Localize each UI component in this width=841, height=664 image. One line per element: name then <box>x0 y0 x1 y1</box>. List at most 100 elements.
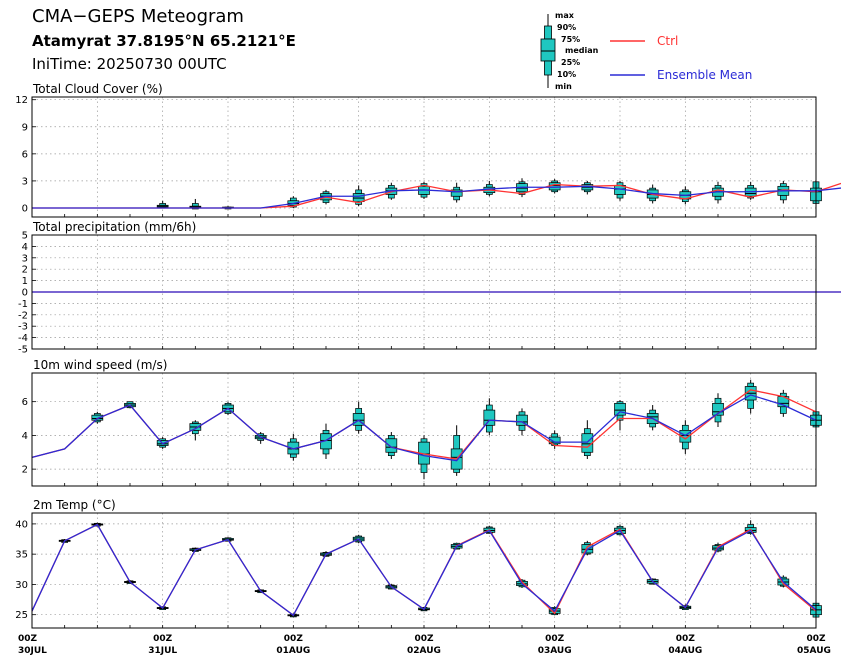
ytick-label: 6 <box>22 397 28 408</box>
box-wind <box>91 411 104 424</box>
ytick-label: 0 <box>22 288 28 299</box>
panel-frame <box>31 234 817 350</box>
box-p75-p90 <box>747 382 755 387</box>
ytick-label: 1 <box>22 276 28 287</box>
meteogram-title: CMA−GEPS Meteogram <box>32 6 244 27</box>
box-iqr <box>548 436 561 445</box>
box-wind <box>614 399 626 431</box>
panel-frame <box>31 372 817 487</box>
ytick-label: -4 <box>18 333 28 344</box>
box-p10-p25 <box>420 194 428 198</box>
xtick-hour-label: 00Z <box>414 634 434 644</box>
ytick-label: 2 <box>22 465 28 476</box>
xtick-date-label: 02AUG <box>407 646 441 656</box>
box-wind <box>352 401 365 434</box>
ytick-label: -2 <box>18 310 28 321</box>
ytick-label: 4 <box>22 431 28 442</box>
box-p10-p25 <box>681 441 689 450</box>
box-wind <box>385 432 398 460</box>
box-p10-p25 <box>779 194 787 201</box>
ytick-label: 30 <box>15 580 28 591</box>
box-p75-p90 <box>747 524 755 528</box>
ytick-label: 3 <box>22 253 28 264</box>
box-p10-p25 <box>191 429 199 435</box>
box-p10-p25 <box>355 424 363 431</box>
box-cloud <box>450 182 463 203</box>
box-p75-p90 <box>485 184 493 188</box>
location-label: Atamyrat 37.8195°N 65.2121°E <box>32 32 296 50</box>
box-p10-p25 <box>616 414 624 421</box>
box-iqr <box>352 413 365 426</box>
box-p75-p90 <box>485 404 493 411</box>
box-p75-p90 <box>355 408 363 414</box>
box-wind <box>679 420 692 454</box>
ytick-label: 12 <box>15 95 28 106</box>
ytick-label: -1 <box>18 299 28 310</box>
box-p75-p90 <box>779 183 787 187</box>
panel-title-temp: 2m Temp (°C) <box>33 498 116 512</box>
box-wind <box>418 435 430 480</box>
box-iqr <box>91 414 104 421</box>
box-cloud <box>614 180 626 201</box>
box-p75-p90 <box>747 185 755 189</box>
mean-line-wind <box>31 394 817 462</box>
box-p10-p25 <box>322 199 330 203</box>
panel-frame <box>31 96 817 218</box>
xtick-hour-label: 00Z <box>545 634 565 644</box>
panel-temp: 2m Temp (°C) 25 30 35 40 <box>15 498 822 629</box>
box-p10-p25 <box>649 423 657 428</box>
box-iqr <box>483 409 496 426</box>
legend-median-label: median <box>565 46 599 55</box>
legend: max 90% 75% median 25% 10% min Ctrl Ense… <box>540 11 752 91</box>
legend-ctrl-label: Ctrl <box>657 34 678 48</box>
box-p75-p90 <box>583 428 591 435</box>
box-p10-p25 <box>616 194 624 199</box>
ytick-label: -3 <box>18 322 28 333</box>
box-p10-p25 <box>518 424 526 431</box>
panel-title-cloud: Total Cloud Cover (%) <box>32 82 163 96</box>
ytick-label: 6 <box>22 149 28 160</box>
box-p75-p90 <box>714 185 722 189</box>
mean-line-cloud <box>32 185 841 209</box>
box-cloud <box>156 200 169 209</box>
box-p10-p25 <box>322 448 330 455</box>
legend-max-label: max <box>555 11 575 20</box>
init-time-label: IniTime: 20250730 00UTC <box>32 55 227 73</box>
xtick-date-label: 31JUL <box>148 646 177 656</box>
xtick-date-label: 03AUG <box>538 646 572 656</box>
xtick-date-label: 01AUG <box>276 646 310 656</box>
box-wind <box>581 420 594 460</box>
box-p10-p25 <box>583 451 591 456</box>
box-p10-p25 <box>289 453 297 458</box>
panel-frame <box>31 512 817 629</box>
panel-title-wind: 10m wind speed (m/s) <box>33 358 167 372</box>
box-wind <box>483 398 496 436</box>
box-p10-p25 <box>779 406 787 414</box>
box-p75-p90 <box>714 397 722 404</box>
box-wind <box>744 379 757 414</box>
ytick-label: 5 <box>22 231 28 242</box>
box-p75-p90 <box>420 438 428 443</box>
box-cloud <box>548 179 561 194</box>
ytick-label: 40 <box>15 519 28 530</box>
xtick-hour-label: 00Z <box>18 634 38 644</box>
box-iqr <box>614 403 626 416</box>
box-iqr <box>548 182 561 191</box>
xtick-date-label: 30JUL <box>18 646 47 656</box>
box-p10-p25 <box>714 195 722 201</box>
panel-precip: Total precipitation (mm/6h) -5-4-3-2-1012… <box>18 220 841 356</box>
legend-p90-label: 90% <box>557 23 576 32</box>
box-p75-p90 <box>322 429 330 435</box>
ytick-label: 4 <box>22 242 28 253</box>
box-p75-p90 <box>387 435 395 440</box>
box-p10-p25 <box>453 468 461 473</box>
box-p75-p90 <box>453 435 461 450</box>
box-iqr <box>450 189 463 197</box>
box-p10-p25 <box>420 463 428 473</box>
ytick-label: 2 <box>22 265 28 276</box>
box-iqr <box>385 438 398 453</box>
ytick-label: 3 <box>22 176 28 187</box>
legend-p75-label: 75% <box>561 35 580 44</box>
xtick-hour-label: 00Z <box>284 634 304 644</box>
